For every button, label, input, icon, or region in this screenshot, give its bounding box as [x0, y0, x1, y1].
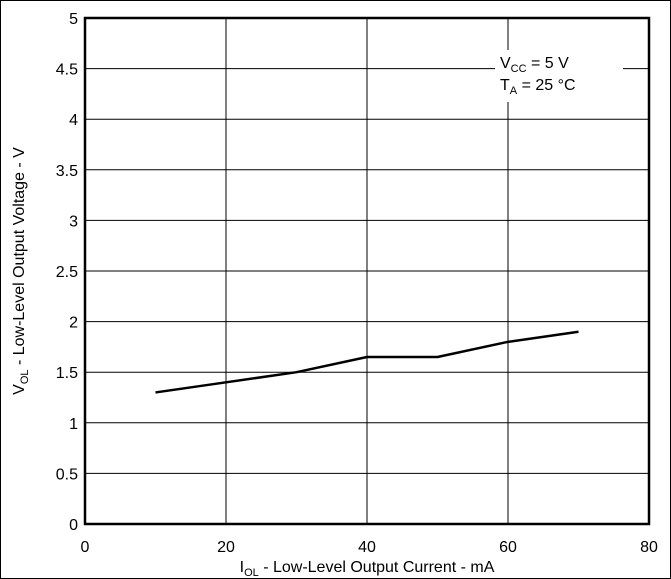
x-tick-label: 20 — [217, 539, 235, 556]
x-axis-label-rest: - Low-Level Output Current - mA — [259, 559, 495, 576]
y-axis-label-rest: - Low-Level Output Voltage - V — [11, 147, 28, 370]
annotation-vcc-rest: = 5 V — [527, 55, 570, 72]
y-tick-label: 0.5 — [56, 466, 78, 483]
x-tick-label: 0 — [81, 539, 90, 556]
annotation-vcc-sub: CC — [511, 63, 527, 75]
plot-area-border — [83, 16, 651, 526]
x-tick-label: 40 — [358, 539, 376, 556]
grid-lines — [85, 18, 649, 524]
annotation-vcc: VCC = 5 V — [500, 55, 569, 75]
y-tick-label: 1 — [69, 416, 78, 433]
y-tick-label: 2 — [69, 315, 78, 332]
series-group — [155, 330, 579, 394]
y-tick-labels: 0 0.5 1 1.5 2 2.5 3 3.5 4 4.5 5 — [56, 11, 78, 534]
annotation-ta-main: T — [500, 77, 510, 94]
y-axis-label-main: V — [11, 384, 28, 395]
x-tick-label: 60 — [499, 539, 517, 556]
annotation-ta-rest: = 25 °C — [517, 77, 575, 94]
annotation-background — [495, 50, 623, 102]
x-axis-label-sub: OL — [244, 567, 259, 579]
y-tick-label: 3 — [69, 213, 78, 230]
series-line — [155, 330, 579, 394]
x-axis-label-main: I — [240, 559, 244, 576]
y-tick-label: 3.5 — [56, 163, 78, 180]
y-tick-label: 1.5 — [56, 365, 78, 382]
y-axis-label: VOL - Low-Level Output Voltage - V — [11, 147, 31, 395]
annotation-ta-sub: A — [510, 85, 518, 97]
x-axis-label: IOL - Low-Level Output Current - mA — [240, 559, 495, 579]
y-tick-label: 4 — [69, 112, 78, 129]
y-axis-label-sub: OL — [19, 369, 31, 384]
annotation-ta: TA = 25 °C — [500, 77, 576, 97]
y-tick-label: 5 — [69, 11, 78, 28]
y-tick-label: 4.5 — [56, 62, 78, 79]
y-tick-label: 0 — [69, 517, 78, 534]
annotation-vcc-main: V — [500, 55, 511, 72]
y-tick-label: 2.5 — [56, 264, 78, 281]
x-tick-labels: 0 20 40 60 80 — [81, 539, 658, 556]
x-tick-label: 80 — [640, 539, 658, 556]
